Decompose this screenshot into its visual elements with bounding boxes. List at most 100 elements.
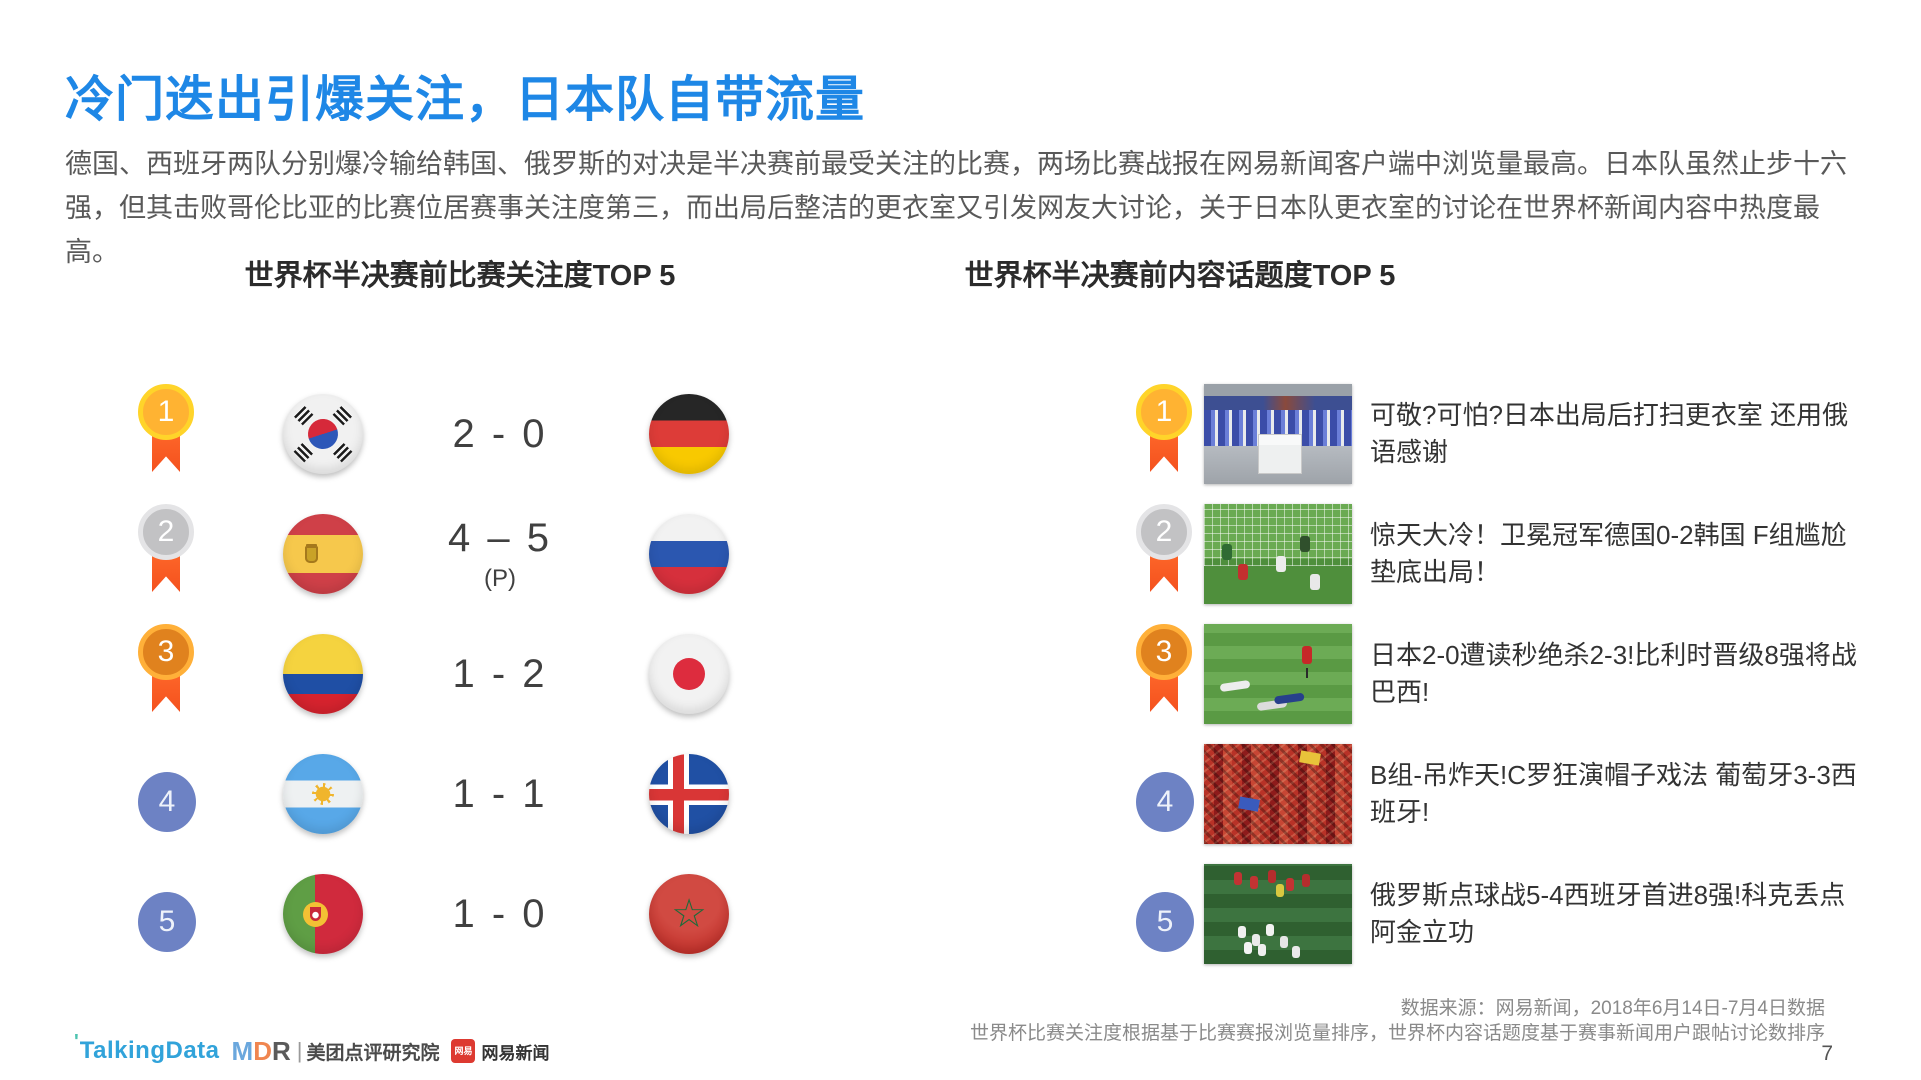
match-score: 1 - 0	[452, 891, 548, 936]
rank-1-medal-icon: 1	[138, 384, 194, 484]
mdr-letter-r: R	[271, 1035, 291, 1066]
match-ranking-row: 4 1 - 1	[100, 734, 780, 854]
match-ranking-row: 1 2 - 0	[100, 374, 780, 494]
iceland-flag-icon	[649, 754, 729, 834]
body-paragraph: 德国、西班牙两队分别爆冷输给韩国、俄罗斯的对决是半决赛前最受关注的比赛，两场比赛…	[65, 149, 1847, 267]
talkingdata-tick-icon: '	[74, 1031, 79, 1053]
match-ranking-row: 3 1 - 2	[100, 614, 780, 734]
topic-ranking-row: 2 惊天大冷！卫冕冠军德国0-2韩国 F组尴尬垫底出局！	[1100, 494, 1870, 614]
topic-ranking-panel: 1 可敬?可怕?日本出局后打扫更衣室 还用俄语感谢 2 惊天大冷！卫冕冠军德国0…	[1100, 374, 1870, 978]
taegeuk-icon	[304, 415, 342, 453]
netease-news-logo-text: 网易新闻	[481, 1043, 550, 1063]
topic-ranking-row: 4 B组-吊炸天!C罗狂演帽子戏法 葡萄牙3-3西班牙!	[1100, 734, 1870, 854]
rank-4-medal-icon: 4	[138, 744, 196, 844]
right-panel-header: 世界杯半决赛前内容话题度TOP 5	[964, 260, 1396, 292]
argentina-flag-icon	[283, 754, 363, 834]
news-headline: 日本2-0遭读秒绝杀2-3!比利时晋级8强将战巴西!	[1370, 640, 1857, 707]
headline-cell: 俄罗斯点球战5-4西班牙首进8强!科克丢点阿金立功	[1370, 854, 1862, 974]
netease-news-logo: 网易 网易新闻	[451, 1039, 549, 1064]
news-headline: 俄罗斯点球战5-4西班牙首进8强!科克丢点阿金立功	[1370, 880, 1846, 947]
score-cell: 1 - 1	[400, 734, 600, 854]
rank-number: 2	[1155, 515, 1173, 548]
meituan-research-logo-text: 美团点评研究院	[306, 1042, 440, 1064]
headline-cell: B组-吊炸天!C罗狂演帽子戏法 葡萄牙3-3西班牙!	[1370, 734, 1862, 854]
rank-2-medal-icon: 2	[1136, 504, 1192, 604]
headline-cell: 可敬?可怕?日本出局后打扫更衣室 还用俄语感谢	[1370, 374, 1862, 494]
medal-circle: 3	[138, 624, 194, 680]
japan-flag-icon	[649, 634, 729, 714]
rank-number: 2	[157, 515, 175, 548]
penalty-note: (P)	[484, 564, 516, 592]
match-score: 1 - 1	[452, 771, 548, 816]
mdr-letter-d: D	[253, 1035, 272, 1066]
match-ranking-row: 2 4 – 5 (P)	[100, 494, 780, 614]
germany-flag-icon	[649, 394, 729, 474]
hinomaru-disc-icon	[673, 658, 705, 690]
score-cell: 2 - 0	[400, 374, 600, 494]
medal-circle: 2	[1136, 504, 1192, 560]
left-panel-header: 世界杯半决赛前比赛关注度TOP 5	[244, 260, 676, 292]
rank-number: 4	[158, 785, 176, 818]
talkingdata-logo: ' TalkingData	[74, 1031, 220, 1065]
match-score: 1 - 2	[452, 651, 548, 696]
topic-ranking-row: 5 俄罗斯点球战5-4西班牙首进8强!科克丢点阿金立功	[1100, 854, 1870, 974]
medal-circle: 4	[138, 772, 196, 832]
sun-of-may-icon	[312, 783, 334, 805]
page-number: 7	[1821, 1042, 1833, 1065]
germany-korea-goal-thumbnail	[1204, 504, 1352, 604]
rank-3-medal-icon: 3	[138, 624, 194, 724]
score-cell: 4 – 5 (P)	[400, 494, 600, 614]
score-cell: 1 - 0	[400, 854, 600, 974]
news-headline: 可敬?可怕?日本出局后打扫更衣室 还用俄语感谢	[1370, 400, 1849, 467]
headline-cell: 惊天大冷！卫冕冠军德国0-2韩国 F组尴尬垫底出局！	[1370, 494, 1862, 614]
medal-circle: 3	[1136, 624, 1192, 680]
match-score: 4 – 5	[448, 515, 552, 560]
rank-1-medal-icon: 1	[1136, 384, 1192, 484]
medal-circle: 1	[138, 384, 194, 440]
score-cell: 1 - 2	[400, 614, 600, 734]
rank-number: 5	[1156, 905, 1174, 938]
ranking-method-note: 世界杯比赛关注度根据基于比赛赛报浏览量排序，世界杯内容话题度基于赛事新闻用户跟帖…	[969, 1023, 1825, 1044]
news-headline: 惊天大冷！卫冕冠军德国0-2韩国 F组尴尬垫底出局！	[1370, 520, 1847, 587]
medal-circle: 5	[1136, 892, 1194, 952]
rank-number: 3	[1155, 635, 1173, 668]
topic-ranking-row: 1 可敬?可怕?日本出局后打扫更衣室 还用俄语感谢	[1100, 374, 1870, 494]
match-ranking-panel: 1 2 - 0 2 4 – 5 (P) 3 1 - 2	[100, 374, 780, 978]
rank-number: 1	[157, 395, 175, 428]
news-headline: B组-吊炸天!C罗狂演帽子戏法 葡萄牙3-3西班牙!	[1370, 760, 1857, 827]
logo-divider: |	[296, 1038, 303, 1063]
rank-number: 4	[1156, 785, 1174, 818]
portugal-emblem-icon	[303, 902, 328, 927]
netease-badge-icon: 网易	[451, 1039, 476, 1063]
russia-flag-icon	[649, 514, 729, 594]
match-score: 2 - 0	[452, 411, 548, 456]
rank-number: 5	[158, 905, 176, 938]
spain-flag-icon	[283, 514, 363, 594]
match-ranking-row: 5 1 - 0 ☆	[100, 854, 780, 974]
green-star-icon: ☆	[671, 892, 707, 936]
spain-coat-of-arms-icon	[305, 546, 318, 563]
medal-circle: 4	[1136, 772, 1194, 832]
talkingdata-logo-text: TalkingData	[79, 1037, 220, 1064]
colombia-flag-icon	[283, 634, 363, 714]
page-title: 冷门迭出引爆关注，日本队自带流量	[65, 73, 866, 127]
morocco-flag-icon: ☆	[649, 874, 729, 954]
rank-number: 3	[157, 635, 175, 668]
medal-circle: 5	[138, 892, 196, 952]
russia-spain-penalties-thumbnail	[1204, 864, 1352, 964]
data-source-note: 数据来源：网易新闻，2018年6月14日-7月4日数据	[1400, 998, 1825, 1019]
portugal-spain-fans-thumbnail	[1204, 744, 1352, 844]
rank-3-medal-icon: 3	[1136, 624, 1192, 724]
rank-5-medal-icon: 5	[1136, 864, 1194, 964]
rank-5-medal-icon: 5	[138, 864, 196, 964]
medal-circle: 1	[1136, 384, 1192, 440]
mdr-letter-m: M	[231, 1035, 254, 1066]
headline-cell: 日本2-0遭读秒绝杀2-3!比利时晋级8强将战巴西!	[1370, 614, 1862, 734]
rank-2-medal-icon: 2	[138, 504, 194, 604]
japan-belgium-match-thumbnail	[1204, 624, 1352, 724]
portugal-flag-icon	[283, 874, 363, 954]
south-korea-flag-icon	[283, 394, 363, 474]
